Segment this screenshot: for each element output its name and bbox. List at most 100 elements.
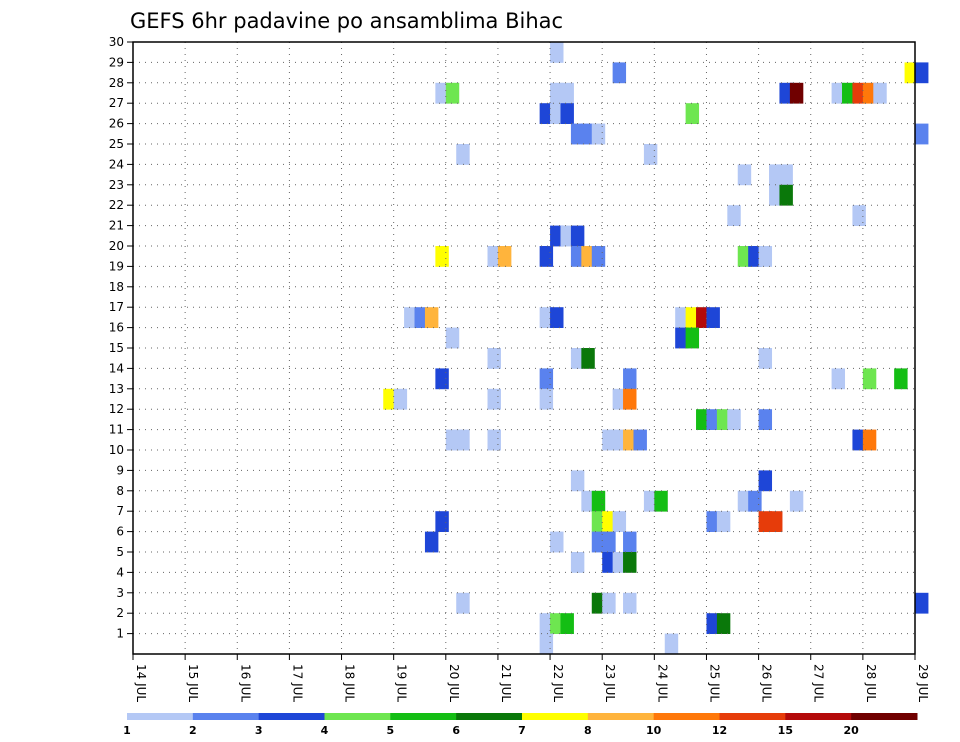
heatmap-cell [769,511,783,532]
heatmap-cell [758,409,773,430]
heatmap-cell [831,82,846,104]
legend-label: 1 [123,724,131,737]
heatmap-cell [445,429,460,451]
legend-swatch [192,713,260,720]
heatmap-cell [706,409,720,430]
heatmap-cell [623,552,637,573]
heatmap-cell [675,307,689,328]
heatmap-cell [852,429,866,451]
heatmap-cell [862,368,877,390]
heatmap-cell [915,123,929,145]
heatmap-cell [602,552,616,573]
x-tick-label: 26 JUL [760,664,774,702]
heatmap-cell [706,511,720,532]
heatmap-cell [424,531,439,553]
heatmap-cell [727,409,741,430]
x-tick-label: 20 JUL [447,664,461,702]
y-tick-label: 14 [109,361,124,375]
y-tick-label: 9 [116,463,124,477]
x-tick-label: 18 JUL [343,664,357,702]
heatmap-cell [539,388,554,410]
heatmap-cell [570,246,585,267]
heatmap-cell [779,184,793,206]
heatmap-cell [570,470,585,492]
legend-label: 15 [778,724,793,737]
heatmap-cell [497,246,512,267]
heatmap-cell [633,429,647,451]
y-tick-label: 10 [109,443,124,457]
y-tick-label: 4 [116,565,124,579]
x-tick-label: 22 JUL [551,664,565,702]
heatmap-cell [456,429,470,451]
heatmap-cell [591,531,606,553]
heatmap-cell [831,368,846,390]
y-tick-label: 24 [109,157,124,171]
heatmap-cell [758,348,773,369]
heatmap-cell [862,429,877,451]
x-axis: 14 JUL 15 JUL 16 JUL 17 JUL 18 JUL 19 JUL 20 J… [132,654,930,702]
heatmap-cell [560,225,574,247]
heatmap-cell [727,205,741,226]
legend-swatch [324,713,391,720]
heatmap-cell [456,592,470,614]
x-tick-label: 29 JUL [916,664,930,702]
heatmap-cell [550,307,564,328]
heatmap-cell [435,511,449,532]
heatmap-cell [685,327,700,349]
x-tick-label: 19 JUL [395,664,409,702]
heatmap-cell [737,246,752,267]
heatmap-cell [539,633,554,655]
heatmap-cell [706,613,720,634]
heatmap-cell [550,225,564,247]
legend-swatch [719,713,786,720]
y-tick-label: 8 [116,484,124,498]
heatmap-cell [915,592,929,614]
heatmap-cell [664,633,679,655]
y-tick-label: 22 [109,198,124,212]
heatmap-cell [581,490,595,512]
legend-swatch [522,713,589,720]
y-tick-label: 15 [109,341,124,355]
heatmap-cell [623,531,637,553]
heatmap-cell [445,82,460,104]
heatmap-cell [560,613,574,634]
y-tick-label: 19 [109,259,124,273]
heatmap-cell [623,368,637,390]
heatmap-cell [675,327,689,349]
heatmap-cell [445,327,460,349]
y-tick-label: 5 [116,545,124,559]
heatmap-cell [383,388,397,410]
heatmap-cell [570,552,585,573]
heatmap-cell [737,490,752,512]
heatmap-cell [758,470,773,492]
heatmap-cell [842,82,856,104]
legend-swatch [258,713,325,720]
y-tick-label: 6 [116,525,124,539]
y-tick-label: 18 [109,280,124,294]
y-tick-label: 17 [109,300,124,314]
heatmap-cell [706,307,720,328]
heatmap-cell [654,490,668,512]
heatmap-cell [612,552,627,573]
y-tick-label: 7 [116,504,124,518]
heatmap-cell [873,82,887,104]
heatmap-cell [894,368,908,390]
heatmap-cell [612,62,627,84]
heatmap-cell [404,307,418,328]
heatmap-cell [570,123,585,145]
heatmap-cell [623,429,637,451]
y-tick-label: 21 [109,219,124,233]
heatmap-cell [748,490,762,512]
heatmap-cell [393,388,408,410]
y-tick-label: 30 [109,35,124,49]
heatmap-cell [435,368,449,390]
heatmap-cell [643,490,658,512]
y-tick-label: 20 [109,239,124,253]
heatmap-cell [602,429,616,451]
heatmap-cell [591,592,606,614]
y-tick-label: 3 [116,586,124,600]
heatmap-cell [789,82,804,104]
heatmap-cell [591,123,606,145]
heatmap-cell [591,246,606,267]
heatmap-cell [758,511,773,532]
